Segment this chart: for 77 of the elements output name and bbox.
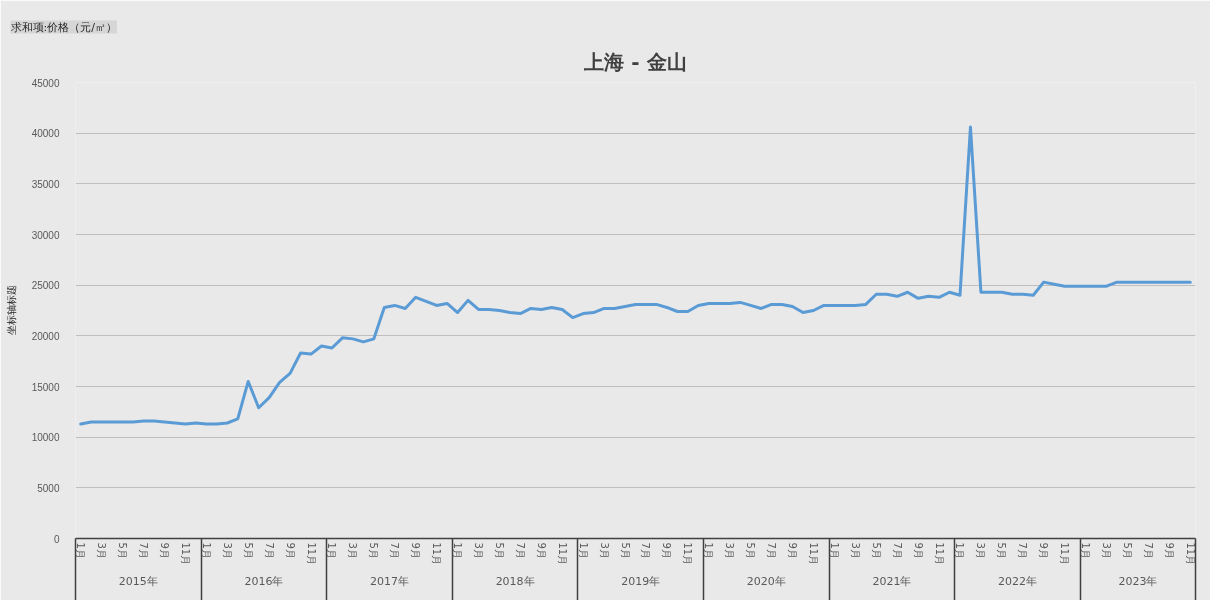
text: 求和项:价格（元/㎡） [10,20,117,34]
x-tick-label: 9月 [410,542,422,559]
x-tick-label: 7月 [389,542,401,559]
x-tick-label: 5月 [619,542,631,559]
x-tick-label: 5月 [493,542,505,559]
x-tick-label: 7月 [138,542,150,559]
x-tick-label: 11月 [556,542,568,566]
y-tick-label: 45000 [31,77,60,89]
x-tick-label: 1月 [326,542,338,559]
x-tick-label: 1月 [703,542,715,559]
text: 2018年 [495,574,535,588]
x-tick-label: 9月 [912,542,924,559]
x-tick-label: 3月 [598,542,610,559]
y-tick-label: 25000 [31,280,60,292]
y-tick-label: 20000 [31,330,60,342]
x-tick-label: 11月 [431,542,443,566]
x-tick-label: 11月 [807,542,819,566]
y-tick-label: 15000 [31,381,60,393]
x-tick-label: 1月 [954,542,966,559]
x-tick-label: 5月 [996,542,1008,559]
text: 2020年 [746,574,786,588]
y-tick-label: 5000 [37,482,60,494]
x-tick-label: 5月 [117,542,129,559]
x-tick-label: 1月 [577,542,589,559]
x-tick-label: 3月 [347,542,359,559]
x-tick-label: 5月 [870,542,882,559]
y-tick-label: 10000 [31,432,60,444]
x-tick-label: 9月 [284,542,296,559]
x-tick-label: 9月 [535,542,547,559]
x-tick-label: 7月 [1142,542,1154,559]
y-tick-label: 40000 [31,128,60,140]
x-tick-label: 7月 [891,542,903,559]
x-tick-label: 11月 [933,542,945,566]
x-tick-label: 11月 [305,542,317,566]
text: 2016年 [244,574,284,588]
x-tick-label: 7月 [514,542,526,559]
x-tick-label: 3月 [96,542,108,559]
x-tick-label: 1月 [75,542,87,559]
x-tick-label: 5月 [368,542,380,559]
x-tick-label: 3月 [472,542,484,559]
text: 2023年 [1118,574,1158,588]
x-tick-label: 7月 [640,542,652,559]
x-tick-label: 9月 [1163,542,1175,559]
text: 2015年 [118,574,158,588]
x-tick-label: 3月 [1101,542,1113,559]
line-series [79,125,1192,426]
text: 2017年 [370,574,410,588]
y-tick-label: 35000 [31,178,60,190]
x-tick-label: 9月 [787,542,799,559]
x-tick-label: 7月 [263,542,275,559]
text: 2019年 [621,574,661,588]
x-tick-label: 9月 [158,542,170,559]
x-tick-label: 11月 [1059,542,1071,566]
y-tick-label: 30000 [31,229,60,241]
x-tick-label: 1月 [1080,542,1092,559]
chart-title: 上海 - 金山 [583,49,687,74]
x-tick-label: 5月 [242,542,254,559]
x-tick-label: 1月 [452,542,464,559]
text: 2022年 [998,574,1038,588]
x-tick-label: 7月 [766,542,778,559]
x-tick-label: 11月 [179,542,191,566]
x-tick-label: 3月 [975,542,987,559]
x-tick-label: 5月 [1121,542,1133,559]
x-tick-label: 11月 [682,542,694,566]
x-tick-label: 3月 [724,542,736,559]
x-tick-label: 3月 [849,542,861,559]
x-tick-label: 1月 [200,542,212,559]
x-tick-label: 9月 [1038,542,1050,559]
text: 2021年 [872,574,912,588]
x-tick-label: 5月 [745,542,757,559]
x-tick-label: 9月 [661,542,673,559]
x-tick-label: 1月 [828,542,840,559]
y-tick-label: 0 [53,533,60,545]
x-tick-label: 3月 [221,542,233,559]
x-tick-label: 7月 [1017,542,1029,559]
x-tick-label: 11月 [1184,542,1196,566]
y-axis-title: 坐标轴标题 [5,285,17,336]
